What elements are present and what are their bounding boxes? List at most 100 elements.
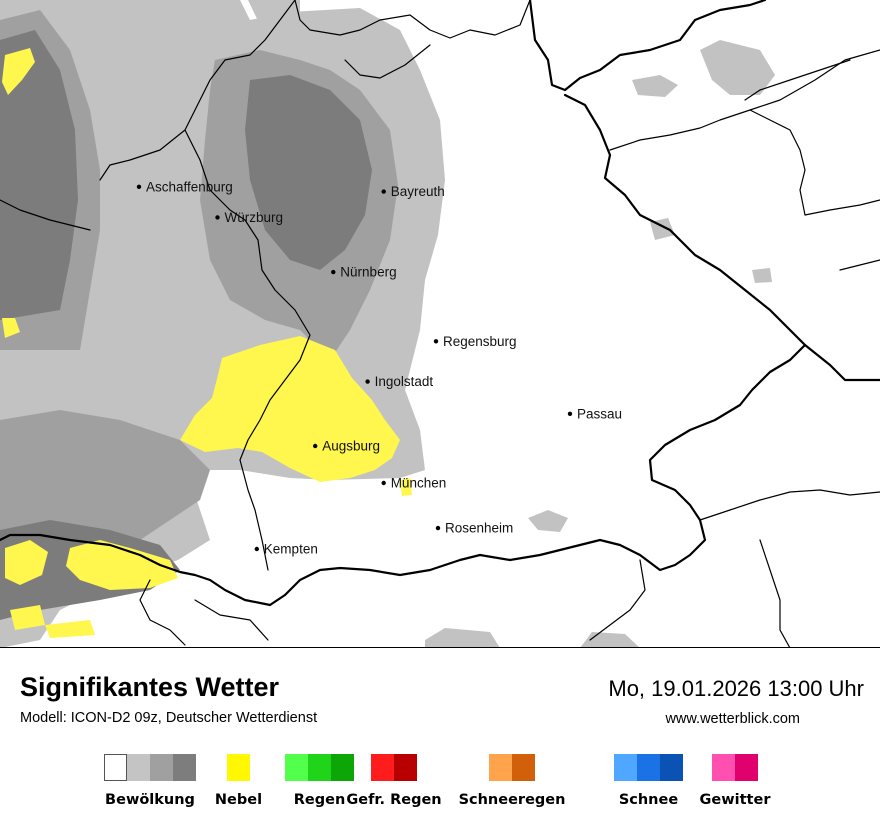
- fog-area: [2, 48, 35, 95]
- fog-area: [45, 620, 95, 638]
- cloud-light-area: [248, 0, 300, 25]
- legend-swatches: [489, 754, 535, 781]
- state-border: [0, 199, 91, 231]
- city-label: Rosenheim: [445, 521, 513, 536]
- national-border: [563, 93, 880, 382]
- fog-layer: [2, 48, 412, 638]
- fog-area: [2, 318, 20, 338]
- cloud-light-area: [425, 628, 500, 648]
- legend-label: Gefr. Regen: [346, 792, 442, 808]
- legend-swatch: [512, 754, 535, 781]
- fog-area: [400, 478, 412, 496]
- state-border: [139, 579, 186, 646]
- city-marker: [381, 189, 386, 194]
- fog-area: [180, 336, 400, 482]
- city-label: Kempten: [264, 542, 318, 557]
- legend-swatch: [285, 754, 308, 781]
- border-layer: [0, 0, 880, 648]
- city-layer: Aschaffenburg Würzburg Bayreuth Nürnberg Reg…: [136, 179, 622, 557]
- legend-swatch: [712, 754, 735, 781]
- legend-swatch: [614, 754, 637, 781]
- legend-swatch: [227, 754, 250, 781]
- legend-swatches: [614, 754, 683, 781]
- map-footer: [0, 648, 880, 830]
- city-marker: [331, 269, 336, 275]
- city-label: Bayreuth: [391, 184, 445, 199]
- fog-area: [66, 540, 178, 590]
- city-marker: [365, 379, 370, 384]
- city-marker: [136, 184, 142, 189]
- state-border: [839, 259, 880, 271]
- legend-swatches: [371, 754, 417, 781]
- cloud-light-area: [580, 632, 640, 648]
- legend-label: Regen: [293, 792, 346, 808]
- city-label: Regensburg: [443, 334, 517, 349]
- website-link[interactable]: www.wetterblick.com: [665, 711, 800, 727]
- legend-swatch: [660, 754, 683, 781]
- city-label: Nürnberg: [340, 265, 396, 280]
- legend-item-schneeregen: Schneeregen: [459, 754, 565, 814]
- legend-swatches: [285, 754, 354, 781]
- state-border: [99, 0, 296, 181]
- weather-map-canvas: Aschaffenburg Würzburg Bayreuth Nürnberg Reg…: [0, 0, 880, 648]
- legend-swatch: [394, 754, 417, 781]
- legend-swatch: [150, 754, 173, 781]
- city-label: Aschaffenburg: [146, 179, 233, 194]
- forecast-datetime: Mo, 19.01.2026 13:00 Uhr: [608, 676, 864, 701]
- legend-swatches: [712, 754, 758, 781]
- legend-label: Schnee: [618, 792, 679, 808]
- city-label: Ingolstadt: [375, 374, 434, 389]
- legend-swatch: [735, 754, 758, 781]
- city-label: Würzburg: [225, 210, 284, 225]
- fog-area: [10, 605, 45, 630]
- cloud-light-area: [700, 40, 775, 95]
- legend-swatch: [637, 754, 660, 781]
- state-border: [609, 49, 880, 151]
- city-marker: [215, 215, 220, 220]
- state-border: [749, 109, 880, 216]
- weather-map: Aschaffenburg Würzburg Bayreuth Nürnberg Reg…: [0, 0, 880, 648]
- cloud-dark-area: [0, 30, 78, 320]
- legend-swatches: [104, 754, 196, 781]
- state-border: [344, 44, 431, 79]
- state-border: [744, 59, 851, 101]
- legend-swatch: [489, 754, 512, 781]
- city-marker: [435, 525, 441, 531]
- cloud-light-area: [752, 268, 772, 283]
- legend-item-nebel: Nebel: [215, 754, 262, 814]
- legend-swatch: [371, 754, 394, 781]
- legend-item-gefr-regen: Gefr. Regen: [346, 754, 442, 814]
- national-border: [0, 343, 807, 607]
- legend-swatch: [331, 754, 354, 781]
- city-marker: [433, 339, 439, 344]
- legend-swatches: [227, 754, 250, 781]
- legend-item-schnee: Schnee: [614, 754, 683, 814]
- legend-item-regen: Regen: [285, 754, 354, 814]
- city-marker: [313, 443, 318, 449]
- legend-swatch: [127, 754, 150, 781]
- legend-item-gewitter: Gewitter: [700, 754, 770, 814]
- legend-label: Schneeregen: [458, 792, 566, 808]
- legend-swatch: [308, 754, 331, 781]
- city-marker: [381, 480, 386, 486]
- legend-label: Gewitter: [699, 792, 771, 808]
- city-label: Passau: [577, 406, 622, 421]
- city-marker: [567, 411, 573, 416]
- state-border: [194, 599, 269, 641]
- map-title: Signifikantes Wetter: [20, 672, 280, 702]
- legend-item-bewoelkung: Bewölkung: [104, 754, 196, 814]
- model-info: Modell: ICON-D2 09z, Deutscher Wetterdie…: [20, 710, 318, 726]
- fog-area: [5, 540, 48, 585]
- state-border: [759, 539, 791, 648]
- city-marker: [254, 546, 259, 552]
- legend-swatch: [173, 754, 196, 781]
- state-border: [184, 129, 311, 571]
- cloud-dark-area: [245, 75, 372, 270]
- national-border: [528, 0, 767, 92]
- cloud-light-area: [632, 75, 678, 97]
- city-label: München: [391, 476, 447, 491]
- cloud-light-area: [528, 510, 568, 532]
- state-border: [294, 0, 531, 39]
- legend-swatch: [104, 754, 127, 781]
- state-border: [589, 559, 646, 641]
